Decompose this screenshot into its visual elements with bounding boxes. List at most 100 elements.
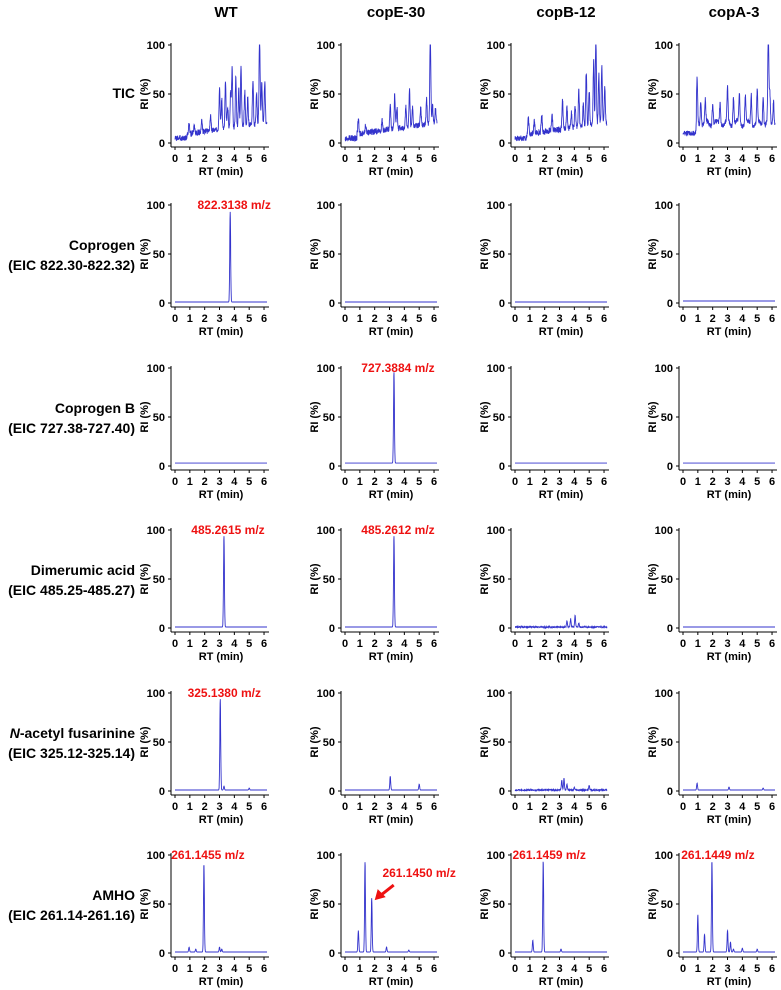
chromatogram-trace xyxy=(174,44,268,142)
y-tick-label: 0 xyxy=(329,138,335,150)
x-tick-label: 0 xyxy=(342,963,348,975)
y-tick-label: 100 xyxy=(317,200,335,212)
y-tick-label: 50 xyxy=(493,89,505,101)
y-tick-label: 100 xyxy=(655,850,673,862)
x-tick-label: 0 xyxy=(342,313,348,325)
x-tick-label: 4 xyxy=(571,963,578,975)
mz-annotation: 485.2615 m/z xyxy=(191,523,264,537)
x-axis-label: RT (min) xyxy=(539,166,584,178)
x-tick-label: 4 xyxy=(231,313,238,325)
x-tick-label: 6 xyxy=(261,638,267,650)
x-tick-label: 4 xyxy=(231,638,238,650)
y-tick-label: 50 xyxy=(493,899,505,911)
y-axis-label: RI (%) xyxy=(479,726,491,758)
x-tick-label: 0 xyxy=(342,801,348,813)
x-tick-label: 5 xyxy=(416,801,422,813)
y-axis-label: RI (%) xyxy=(647,563,659,595)
y-tick-label: 0 xyxy=(667,298,673,310)
x-tick-label: 1 xyxy=(695,313,701,325)
y-tick-label: 0 xyxy=(329,948,335,960)
x-tick-label: 3 xyxy=(556,638,562,650)
y-tick-label: 50 xyxy=(153,899,165,911)
x-tick-label: 3 xyxy=(556,963,562,975)
x-axis-label: RT (min) xyxy=(369,814,414,826)
x-tick-label: 2 xyxy=(542,963,548,975)
x-tick-label: 2 xyxy=(372,638,378,650)
x-axis-label: RT (min) xyxy=(199,976,244,988)
x-tick-label: 4 xyxy=(401,801,408,813)
x-tick-label: 4 xyxy=(401,153,408,165)
mz-annotation: 261.1459 m/z xyxy=(512,848,585,862)
x-tick-label: 2 xyxy=(372,313,378,325)
x-tick-label: 2 xyxy=(372,153,378,165)
x-tick-label: 6 xyxy=(261,153,267,165)
y-tick-label: 100 xyxy=(147,688,165,700)
x-tick-label: 0 xyxy=(172,801,178,813)
y-tick-label: 0 xyxy=(499,948,505,960)
x-tick-label: 2 xyxy=(202,801,208,813)
y-tick-label: 50 xyxy=(493,574,505,586)
x-tick-label: 1 xyxy=(357,638,363,650)
y-tick-label: 0 xyxy=(329,298,335,310)
chromatogram-trace xyxy=(344,44,438,142)
x-tick-label: 5 xyxy=(586,313,592,325)
x-tick-label: 1 xyxy=(695,801,701,813)
x-tick-label: 1 xyxy=(695,153,701,165)
y-axis-label: RI (%) xyxy=(647,888,659,920)
annotation-arrow-head xyxy=(374,889,386,901)
x-tick-label: 5 xyxy=(754,638,760,650)
y-tick-label: 100 xyxy=(317,525,335,537)
x-tick-label: 6 xyxy=(601,153,607,165)
x-tick-label: 4 xyxy=(571,476,578,488)
chromatogram-trace xyxy=(345,862,437,953)
x-axis-label: RT (min) xyxy=(539,976,584,988)
x-tick-label: 0 xyxy=(342,476,348,488)
x-tick-label: 4 xyxy=(401,963,408,975)
x-tick-label: 3 xyxy=(386,963,392,975)
x-tick-label: 6 xyxy=(769,801,775,813)
y-tick-label: 0 xyxy=(499,298,505,310)
x-tick-label: 5 xyxy=(754,476,760,488)
x-tick-label: 1 xyxy=(187,638,193,650)
x-axis-label: RT (min) xyxy=(707,166,752,178)
y-axis-label: RI (%) xyxy=(479,563,491,595)
x-tick-label: 5 xyxy=(246,638,252,650)
y-tick-label: 0 xyxy=(159,623,165,635)
x-tick-label: 6 xyxy=(601,638,607,650)
x-tick-label: 1 xyxy=(527,153,533,165)
x-tick-label: 5 xyxy=(416,963,422,975)
x-tick-label: 0 xyxy=(172,153,178,165)
x-tick-label: 1 xyxy=(357,153,363,165)
x-tick-label: 3 xyxy=(216,801,222,813)
x-axis-label: RT (min) xyxy=(369,489,414,501)
x-tick-label: 2 xyxy=(202,638,208,650)
row-subtitle-2: (EIC 727.38-727.40) xyxy=(8,420,135,436)
y-tick-label: 50 xyxy=(661,412,673,424)
x-tick-label: 6 xyxy=(769,153,775,165)
y-tick-label: 0 xyxy=(667,948,673,960)
y-axis-label: RI (%) xyxy=(139,78,151,110)
x-tick-label: 0 xyxy=(680,313,686,325)
x-tick-label: 0 xyxy=(342,153,348,165)
y-axis-label: RI (%) xyxy=(309,238,321,270)
x-tick-label: 5 xyxy=(586,476,592,488)
x-tick-label: 5 xyxy=(416,153,422,165)
x-tick-label: 3 xyxy=(216,313,222,325)
x-tick-label: 3 xyxy=(724,801,730,813)
chromatogram-trace xyxy=(345,536,437,628)
y-axis-label: RI (%) xyxy=(647,401,659,433)
y-tick-label: 100 xyxy=(317,850,335,862)
y-axis-label: RI (%) xyxy=(139,401,151,433)
x-tick-label: 5 xyxy=(586,963,592,975)
y-tick-label: 50 xyxy=(153,412,165,424)
y-tick-label: 50 xyxy=(661,89,673,101)
chromatogram-trace xyxy=(175,536,267,628)
x-tick-label: 6 xyxy=(601,476,607,488)
